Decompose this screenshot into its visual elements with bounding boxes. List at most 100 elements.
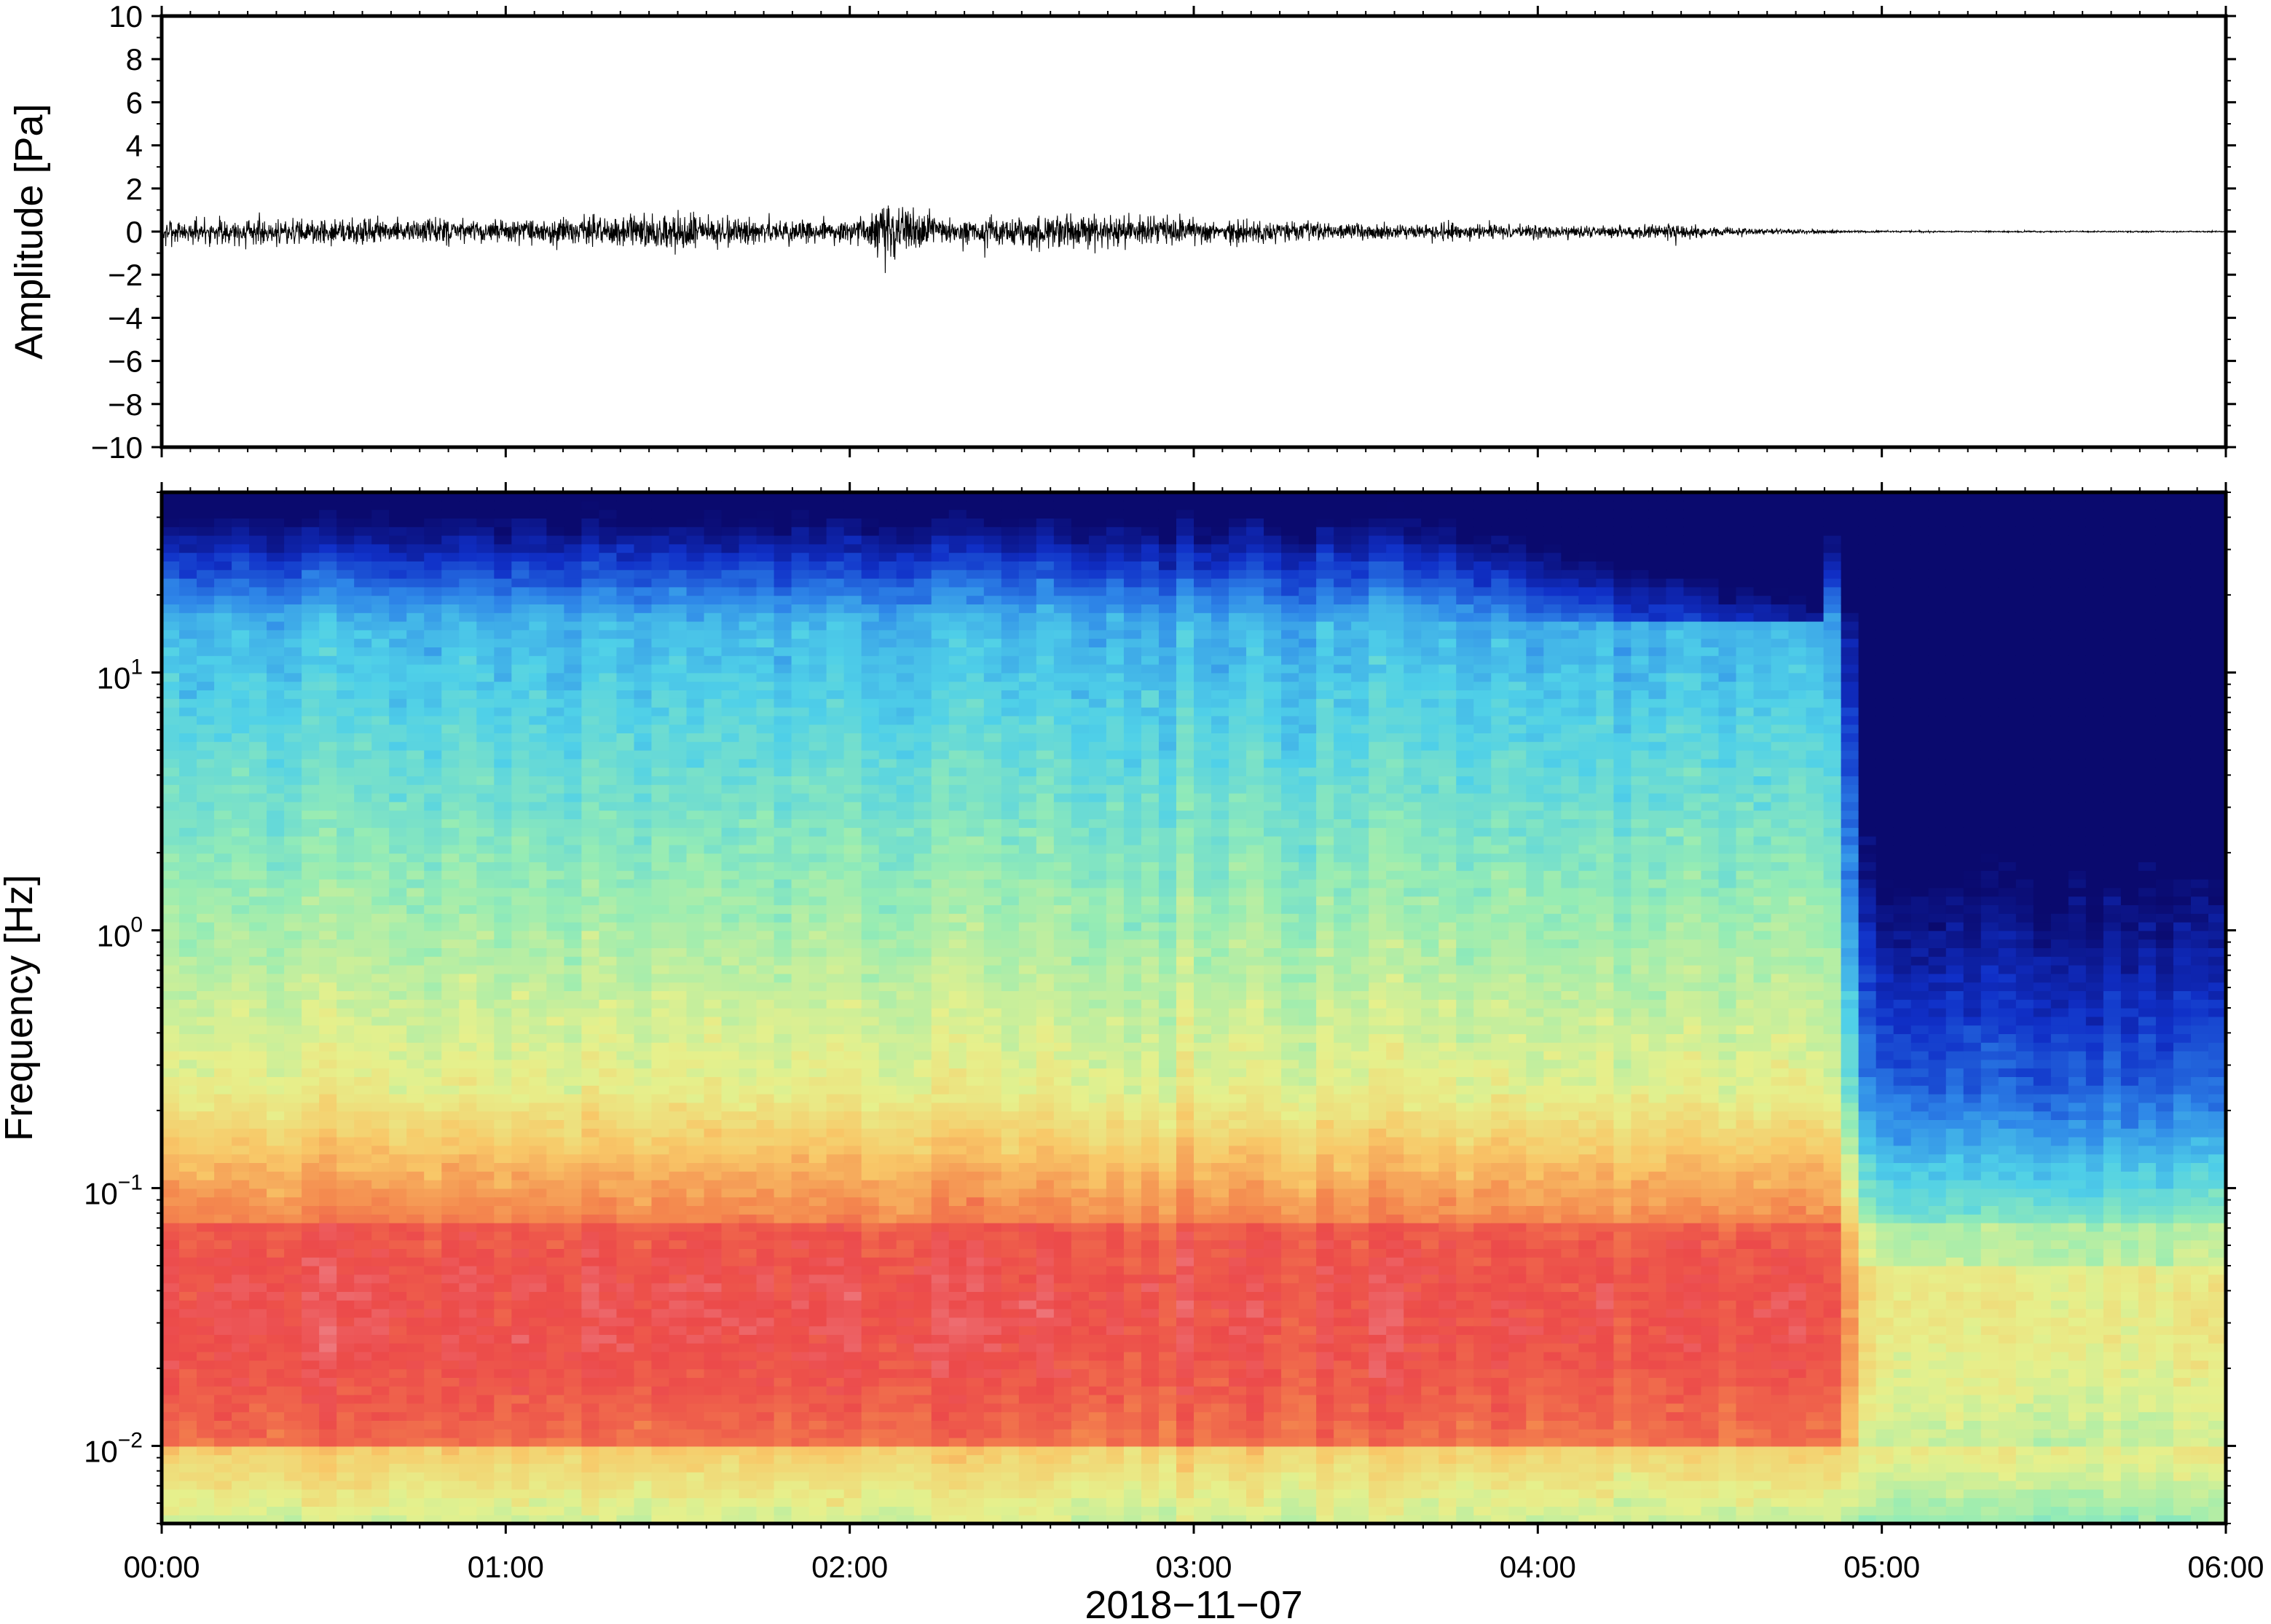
- spectrogram-cell: [546, 561, 564, 570]
- spectrogram-cell: [354, 1274, 372, 1284]
- spectrogram-cell: [669, 509, 688, 519]
- spectrogram-cell: [651, 535, 670, 545]
- spectrogram-cell: [389, 1033, 407, 1043]
- spectrogram-cell: [756, 492, 775, 502]
- spectrogram-cell: [843, 1059, 862, 1069]
- spectrogram-cell: [739, 1076, 757, 1086]
- spectrogram-cell: [686, 1008, 705, 1017]
- spectrogram-cell: [826, 1197, 845, 1206]
- spectrogram-cell: [581, 715, 600, 725]
- spectrogram-cell: [441, 621, 460, 631]
- spectrogram-cell: [406, 1368, 425, 1378]
- spectrogram-cell: [459, 595, 477, 604]
- spectrogram-cell: [389, 1352, 407, 1361]
- spectrogram-cell: [162, 1033, 180, 1043]
- spectrogram-cell: [739, 1420, 757, 1430]
- spectrogram-cell: [791, 1343, 810, 1352]
- spectrogram-cell: [267, 638, 285, 647]
- spectrogram-cell: [686, 1506, 705, 1515]
- spectrogram-cell: [581, 1119, 600, 1129]
- spectrogram-cell: [791, 947, 810, 957]
- spectrogram-cell: [389, 569, 407, 579]
- spectrogram-cell: [669, 715, 688, 725]
- spectrogram-cell: [476, 681, 495, 690]
- spectrogram-cell: [336, 1154, 355, 1163]
- spectrogram-cell: [179, 1472, 197, 1481]
- spectrogram-cell: [774, 819, 792, 828]
- spectrogram-cell: [302, 1231, 320, 1241]
- spectrogram-cell: [616, 621, 635, 631]
- spectrogram-cell: [686, 1472, 705, 1481]
- spectrogram-cell: [389, 999, 407, 1009]
- spectrogram-cell: [354, 707, 372, 717]
- spectrogram-cell: [826, 664, 845, 674]
- spectrogram-cell: [651, 1188, 670, 1198]
- spectrogram-cell: [581, 1309, 600, 1318]
- spectrogram-cell: [284, 621, 302, 631]
- spectrogram-cell: [739, 947, 757, 957]
- spectrogram-cell: [162, 904, 180, 914]
- spectrogram-cell: [581, 844, 600, 854]
- spectrogram-cell: [756, 664, 775, 674]
- spectrogram-cell: [546, 1368, 564, 1378]
- spectrogram-cell: [756, 1145, 775, 1155]
- spectrogram-cell: [843, 939, 862, 948]
- spectrogram-cell: [739, 672, 757, 682]
- spectrogram-cell: [424, 844, 442, 854]
- spectrogram-cell: [232, 862, 250, 871]
- spectrogram-cell: [441, 1497, 460, 1507]
- spectrogram-cell: [634, 578, 653, 588]
- spectrogram-cell: [651, 990, 670, 1000]
- spectrogram-cell: [756, 1411, 775, 1421]
- spectrogram-cell: [774, 1231, 792, 1241]
- spectrogram-cell: [634, 947, 653, 957]
- spectrogram-cell: [511, 1025, 530, 1034]
- spectrogram-cell: [494, 1368, 512, 1378]
- spectrogram-cell: [389, 1248, 407, 1258]
- spectrogram-cell: [162, 1454, 180, 1464]
- spectrogram-cell: [616, 827, 635, 837]
- spectrogram-cell: [302, 784, 320, 794]
- spectrogram-cell: [616, 1008, 635, 1017]
- spectrogram-cell: [336, 569, 355, 579]
- spectrogram-cell: [162, 819, 180, 828]
- spectrogram-cell: [476, 509, 495, 519]
- spectrogram-cell: [319, 664, 337, 674]
- spectrogram-cell: [739, 561, 757, 570]
- spectrogram-cell: [162, 535, 180, 545]
- spectrogram-cell: [511, 810, 530, 819]
- spectrogram-cell: [406, 1102, 425, 1112]
- spectrogram-cell: [756, 810, 775, 819]
- spectrogram-cell: [774, 1420, 792, 1430]
- spectrogram-cell: [581, 561, 600, 570]
- spectrogram-cell: [319, 1352, 337, 1361]
- spectrogram-cell: [529, 1420, 547, 1430]
- spectrogram-cell: [424, 793, 442, 803]
- spectrogram-cell: [249, 518, 267, 527]
- spectrogram-cell: [808, 1411, 827, 1421]
- spectrogram-cell: [476, 1025, 495, 1034]
- spectrogram-cell: [808, 527, 827, 536]
- spectrogram-cell: [494, 690, 512, 699]
- spectrogram-cell: [371, 1429, 390, 1438]
- spectrogram-cell: [214, 629, 232, 639]
- spectrogram-cell: [441, 681, 460, 690]
- spectrogram-cell: [756, 862, 775, 871]
- spectrogram-cell: [424, 724, 442, 733]
- spectrogram-cell: [651, 776, 670, 785]
- spectrogram-cell: [476, 896, 495, 905]
- spectrogram-cell: [669, 776, 688, 785]
- spectrogram-cell: [669, 1239, 688, 1249]
- spectrogram-cell: [791, 1386, 810, 1395]
- spectrogram-cell: [651, 1068, 670, 1077]
- spectrogram-cell: [319, 776, 337, 785]
- spectrogram-cell: [214, 1231, 232, 1241]
- spectrogram-cell: [843, 810, 862, 819]
- spectrogram-cell: [197, 1489, 215, 1499]
- spectrogram-cell: [686, 655, 705, 665]
- spectrogram-cell: [284, 1352, 302, 1361]
- spectrogram-cell: [389, 1334, 407, 1344]
- spectrogram-cell: [511, 741, 530, 751]
- spectrogram-cell: [406, 604, 425, 613]
- spectrogram-cell: [686, 853, 705, 862]
